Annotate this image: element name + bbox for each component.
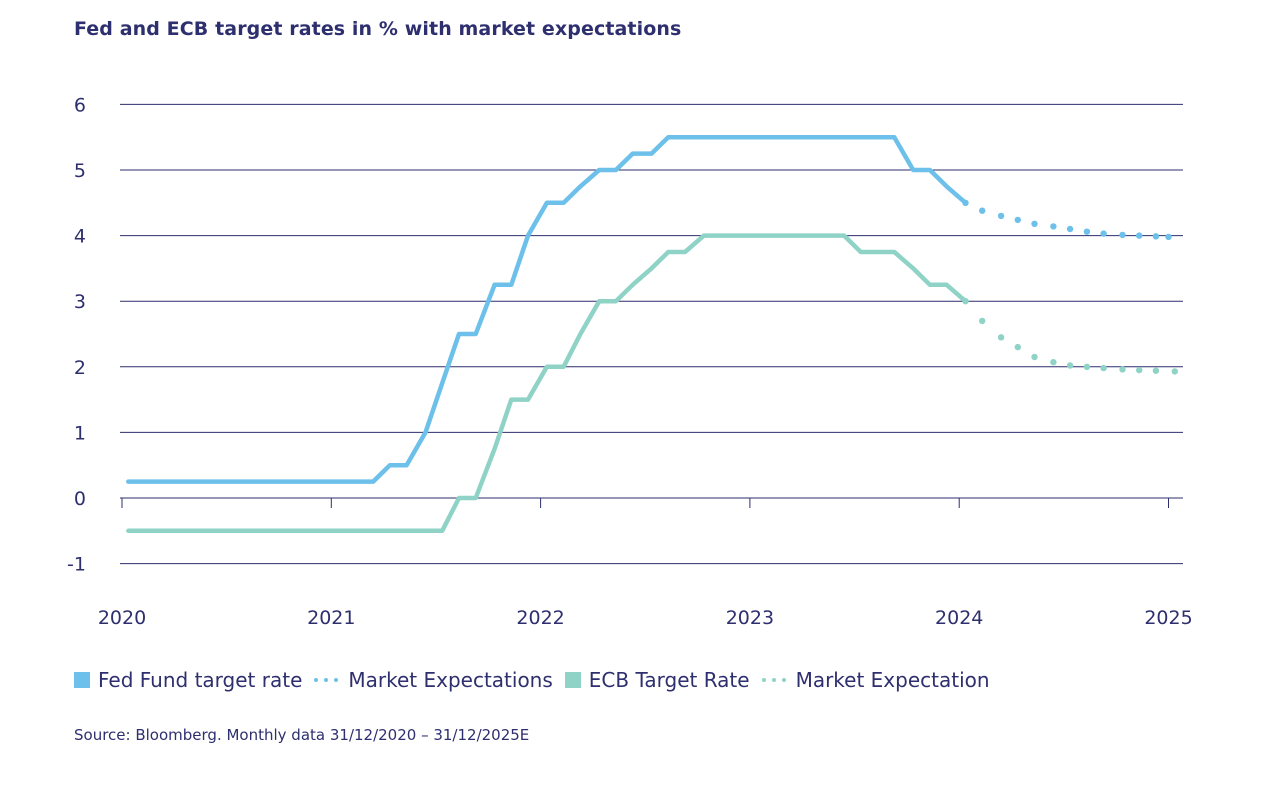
expectation-point-ecb <box>979 317 986 325</box>
series-group <box>126 134 1179 534</box>
expectation-point-ecb <box>1136 366 1143 374</box>
expectation-point-fed <box>962 199 969 206</box>
expectation-point-fed <box>1100 230 1107 237</box>
legend-dots-fed-expectations <box>314 678 339 682</box>
y-tick-label: 6 <box>74 94 86 116</box>
expectation-point-ecb <box>1100 364 1107 372</box>
expectation-point-ecb <box>1171 368 1179 375</box>
legend-swatch-ecb <box>564 672 581 688</box>
expectation-point-fed <box>1152 233 1160 240</box>
source-note: Source: Bloomberg. Monthly data 31/12/20… <box>74 726 530 744</box>
legend: Fed Fund target rate Market Expectations… <box>74 668 1002 692</box>
x-tick-label: 2025 <box>1144 607 1192 629</box>
expectation-point-fed <box>1031 220 1038 227</box>
expectation-point-ecb <box>1083 363 1091 370</box>
y-tick-label: 1 <box>74 422 86 444</box>
x-axis-ticks: 2020 2021 2022 2023 2024 2025 <box>98 607 1193 629</box>
legend-dots-ecb-expectation <box>761 678 786 682</box>
expectation-point-ecb <box>1066 362 1074 369</box>
x-tick-label: 2024 <box>935 607 983 629</box>
chart-title: Fed and ECB target rates in % with marke… <box>74 18 682 40</box>
expectation-point-fed <box>1119 231 1126 239</box>
legend-swatch-fed <box>74 672 90 688</box>
expectation-point-fed <box>1136 232 1143 239</box>
series-line-ecb <box>126 233 968 534</box>
expectation-point-ecb <box>997 334 1005 341</box>
x-tick-label: 2023 <box>726 607 774 629</box>
y-tick-label: -1 <box>67 554 86 576</box>
expectation-point-ecb <box>1152 367 1160 374</box>
expectation-point-ecb <box>1050 359 1057 366</box>
expectation-point-fed <box>1083 228 1091 235</box>
legend-item-fed-expectations[interactable]: Market Expectations <box>314 668 553 692</box>
expectation-point-fed <box>1050 223 1057 230</box>
x-tick-label: 2020 <box>98 607 146 629</box>
legend-label-fed-expectations: Market Expectations <box>348 668 553 692</box>
expectation-point-fed <box>1165 233 1172 241</box>
y-tick-label: 2 <box>74 357 86 379</box>
y-tick-label: 5 <box>74 160 86 182</box>
legend-label-fed: Fed Fund target rate <box>98 668 303 692</box>
expectation-point-ecb <box>1119 366 1126 373</box>
expectation-point-ecb <box>1031 353 1038 361</box>
x-tick-label: 2021 <box>307 607 355 629</box>
legend-item-fed[interactable]: Fed Fund target rate <box>74 668 302 692</box>
expectation-point-fed <box>1014 216 1021 224</box>
series-line-fed <box>126 134 968 484</box>
y-axis-ticks: -1 0 1 2 3 4 5 6 <box>67 94 86 575</box>
x-tick-label: 2022 <box>516 607 564 629</box>
expectation-point-fed <box>979 207 986 214</box>
legend-item-ecb-expectation[interactable]: Market Expectation <box>761 668 990 692</box>
legend-label-ecb: ECB Target Rate <box>588 668 750 692</box>
expectation-point-ecb <box>1014 343 1021 351</box>
chart-canvas: -1 0 1 2 3 4 5 6 2020 2021 2022 2023 2024 2025 <box>67 94 1193 629</box>
legend-label-ecb-expectation: Market Expectation <box>795 668 990 692</box>
y-tick-label: 4 <box>74 226 86 248</box>
expectation-point-fed <box>1066 225 1074 233</box>
legend-item-ecb[interactable]: ECB Target Rate <box>564 668 750 692</box>
y-tick-label: 3 <box>74 291 86 313</box>
expectation-point-ecb <box>962 298 969 305</box>
y-tick-label: 0 <box>74 488 86 510</box>
grid-lines <box>120 103 1183 565</box>
expectation-point-fed <box>997 212 1005 220</box>
